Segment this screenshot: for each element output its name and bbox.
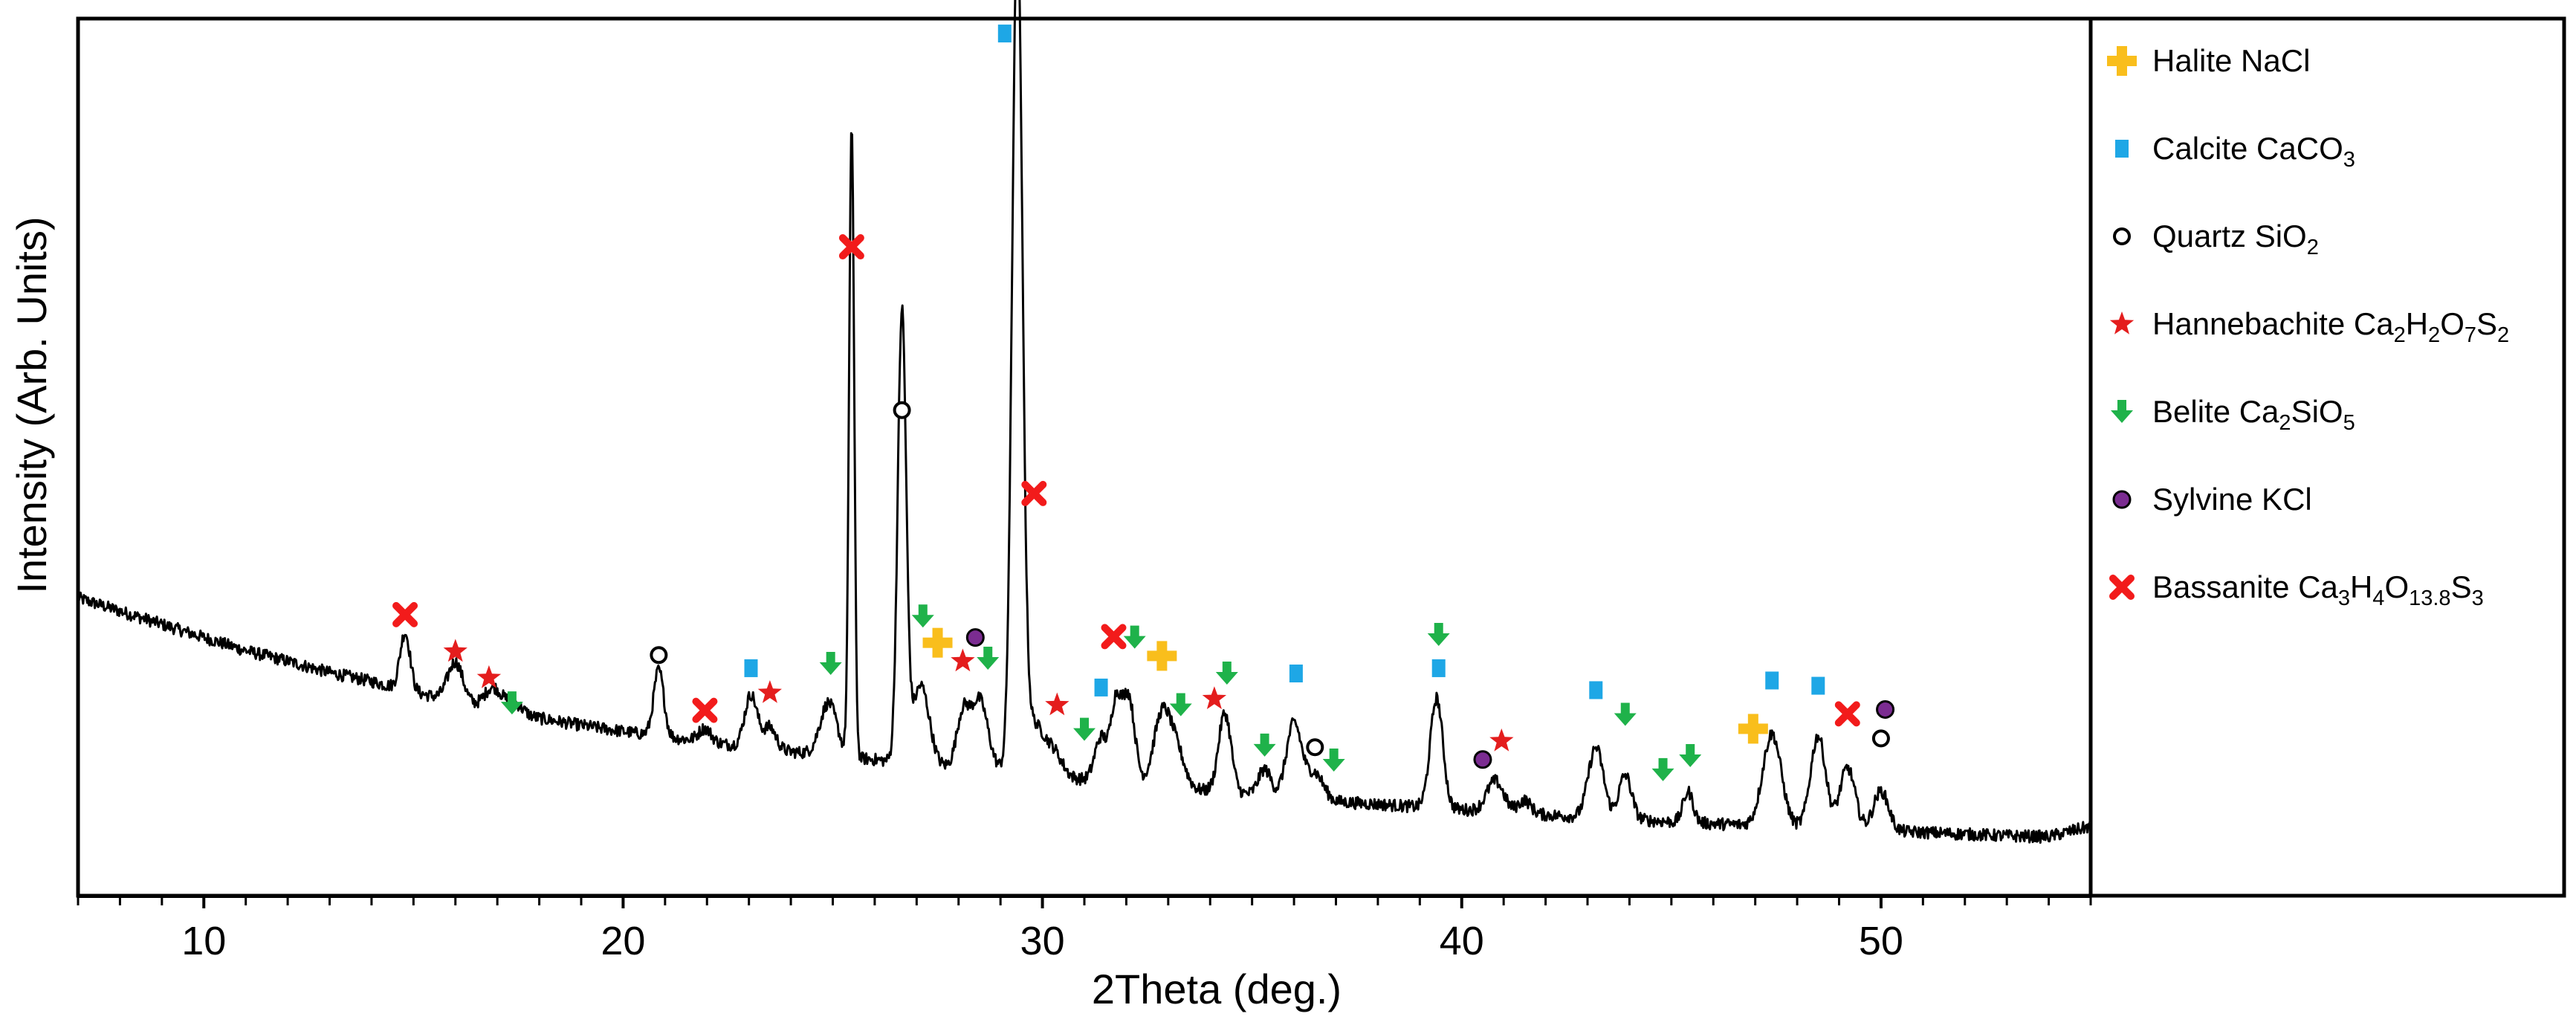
calcite-marker <box>1589 681 1603 699</box>
legend-item-sylvine: Sylvine KCl <box>2112 482 2312 517</box>
legend-item-belite: Belite Ca2SiO5 <box>2111 394 2355 435</box>
calcite-marker <box>1765 671 1779 690</box>
bassanite-marker <box>838 234 864 260</box>
quartz-marker <box>650 646 668 665</box>
hannebachite-marker <box>476 665 502 688</box>
legend-item-bassanite: Bassanite Ca3H4O13.8S3 <box>2109 569 2484 610</box>
calcite-marker <box>1811 676 1825 695</box>
sylvine-marker <box>1876 699 1895 719</box>
hannebachite-marker <box>1489 728 1514 752</box>
belite-marker <box>1073 717 1096 741</box>
quartz-marker <box>893 401 911 419</box>
bassanite-marker <box>1834 701 1860 727</box>
legend-item-quartz: Quartz SiO2 <box>2113 219 2319 259</box>
sylvine-marker <box>965 628 985 647</box>
x-tick-label: 50 <box>1859 919 1903 963</box>
bassanite-marker <box>1101 624 1127 650</box>
calcite-marker <box>1431 659 1446 677</box>
calcite-marker <box>1094 678 1108 697</box>
bassanite-marker <box>692 697 718 723</box>
legend-item-calcite: Calcite CaCO3 <box>2115 131 2355 172</box>
hannebachite-marker <box>1202 686 1227 709</box>
calcite-legend-icon <box>2115 140 2129 158</box>
belite-marker <box>1253 733 1276 757</box>
x-tick-label: 10 <box>181 919 226 963</box>
legend: Halite NaCl Calcite CaCO3 Quartz SiO2 Hanne… <box>2107 43 2509 610</box>
belite-marker <box>1215 662 1238 685</box>
plot-area <box>77 0 2091 844</box>
halite-legend-icon <box>2107 46 2137 76</box>
hannebachite-marker <box>951 648 975 672</box>
sylvine-marker <box>1473 750 1492 769</box>
belite-marker <box>1322 748 1345 772</box>
legend-box <box>2088 16 2566 898</box>
legend-label-halite: Halite NaCl <box>2152 43 2310 78</box>
belite-marker <box>819 652 842 676</box>
hannebachite-marker <box>443 639 467 662</box>
belite-marker <box>977 646 1000 670</box>
hannebachite-marker <box>1045 692 1069 716</box>
bassanite-legend-icon <box>2109 575 2135 600</box>
legend-label-bassanite: Bassanite Ca3H4O13.8S3 <box>2152 569 2484 610</box>
quartz-marker <box>1306 738 1324 757</box>
quartz-marker <box>1871 729 1890 748</box>
bassanite-marker <box>392 601 418 627</box>
hannebachite-legend-icon <box>2109 311 2135 334</box>
belite-marker <box>1427 623 1450 647</box>
x-axis-tick-labels: 10 20 30 40 50 <box>181 919 1903 963</box>
legend-item-hannebachite: Hannebachite Ca2H2O7S2 <box>2109 306 2509 347</box>
x-axis-ticks <box>77 896 2092 908</box>
phase-markers <box>392 25 1895 781</box>
x-tick-label: 20 <box>601 919 645 963</box>
sylvine-legend-icon <box>2112 490 2132 509</box>
x-axis-title: 2Theta (deg.) <box>1092 966 1342 1012</box>
belite-marker <box>1651 757 1674 781</box>
halite-marker <box>922 627 953 658</box>
calcite-marker <box>1289 665 1303 683</box>
halite-marker <box>1738 714 1768 744</box>
legend-label-belite: Belite Ca2SiO5 <box>2152 394 2355 435</box>
quartz-legend-icon <box>2113 227 2131 245</box>
belite-marker <box>500 691 523 715</box>
legend-label-hannebachite: Hannebachite Ca2H2O7S2 <box>2152 306 2509 347</box>
belite-marker <box>1679 744 1702 768</box>
belite-marker <box>1169 693 1192 717</box>
xrd-pattern-line <box>77 0 2091 844</box>
belite-legend-icon <box>2111 400 2133 423</box>
legend-label-calcite: Calcite CaCO3 <box>2152 131 2355 172</box>
legend-label-quartz: Quartz SiO2 <box>2152 219 2319 259</box>
legend-item-halite: Halite NaCl <box>2107 43 2310 78</box>
y-axis-title: Intensity (Arb. Units) <box>8 216 55 593</box>
x-tick-label: 30 <box>1020 919 1065 963</box>
calcite-marker <box>997 25 1012 43</box>
belite-marker <box>1123 625 1146 649</box>
belite-marker <box>1614 702 1637 726</box>
calcite-marker <box>744 659 758 677</box>
x-tick-label: 40 <box>1440 919 1484 963</box>
belite-marker <box>911 604 934 628</box>
halite-marker <box>1147 641 1177 671</box>
bassanite-marker <box>1021 480 1047 506</box>
hannebachite-marker <box>757 680 782 703</box>
legend-label-sylvine: Sylvine KCl <box>2152 482 2312 517</box>
